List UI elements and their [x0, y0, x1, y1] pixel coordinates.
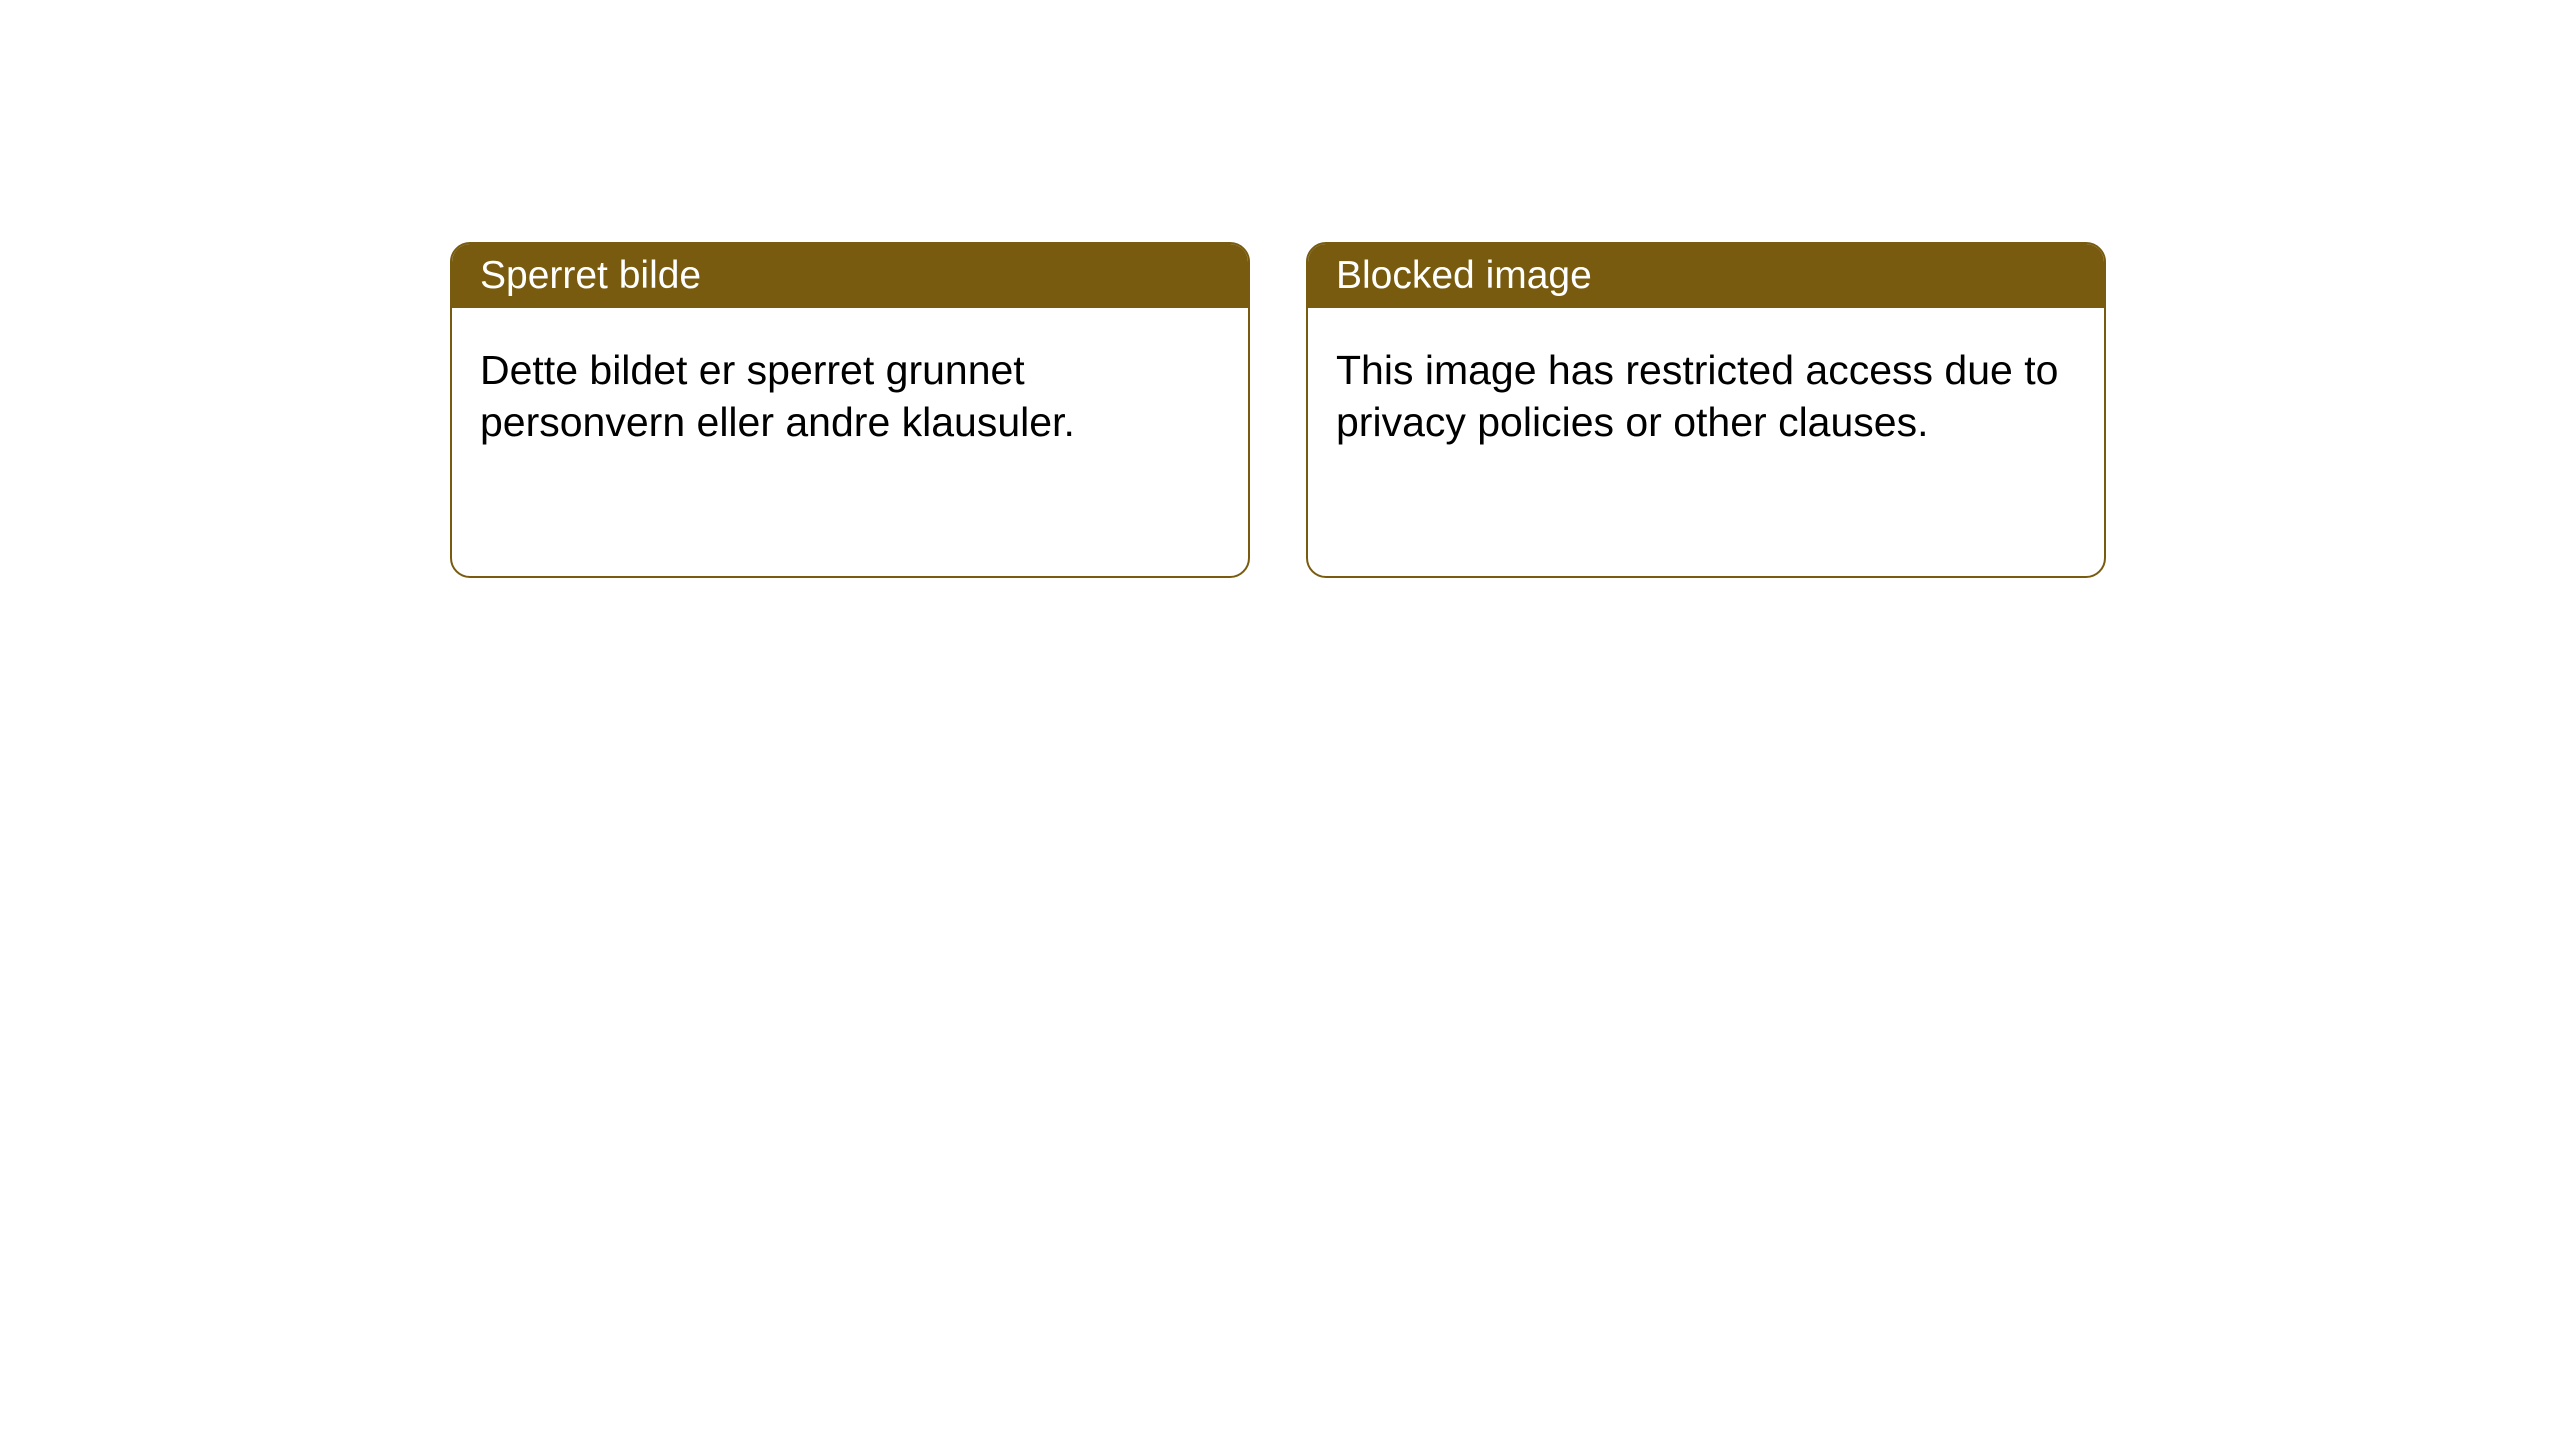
card-title-no: Sperret bilde: [480, 254, 701, 297]
card-body-no: Dette bildet er sperret grunnet personve…: [452, 308, 1248, 485]
blocked-image-card-en: Blocked image This image has restricted …: [1306, 242, 2106, 578]
card-message-en: This image has restricted access due to …: [1336, 347, 2058, 445]
card-message-no: Dette bildet er sperret grunnet personve…: [480, 347, 1075, 445]
blocked-image-card-no: Sperret bilde Dette bildet er sperret gr…: [450, 242, 1250, 578]
card-title-en: Blocked image: [1336, 254, 1592, 297]
card-header-no: Sperret bilde: [452, 244, 1248, 308]
card-body-en: This image has restricted access due to …: [1308, 308, 2104, 485]
notice-container: Sperret bilde Dette bildet er sperret gr…: [0, 0, 2560, 578]
card-header-en: Blocked image: [1308, 244, 2104, 308]
